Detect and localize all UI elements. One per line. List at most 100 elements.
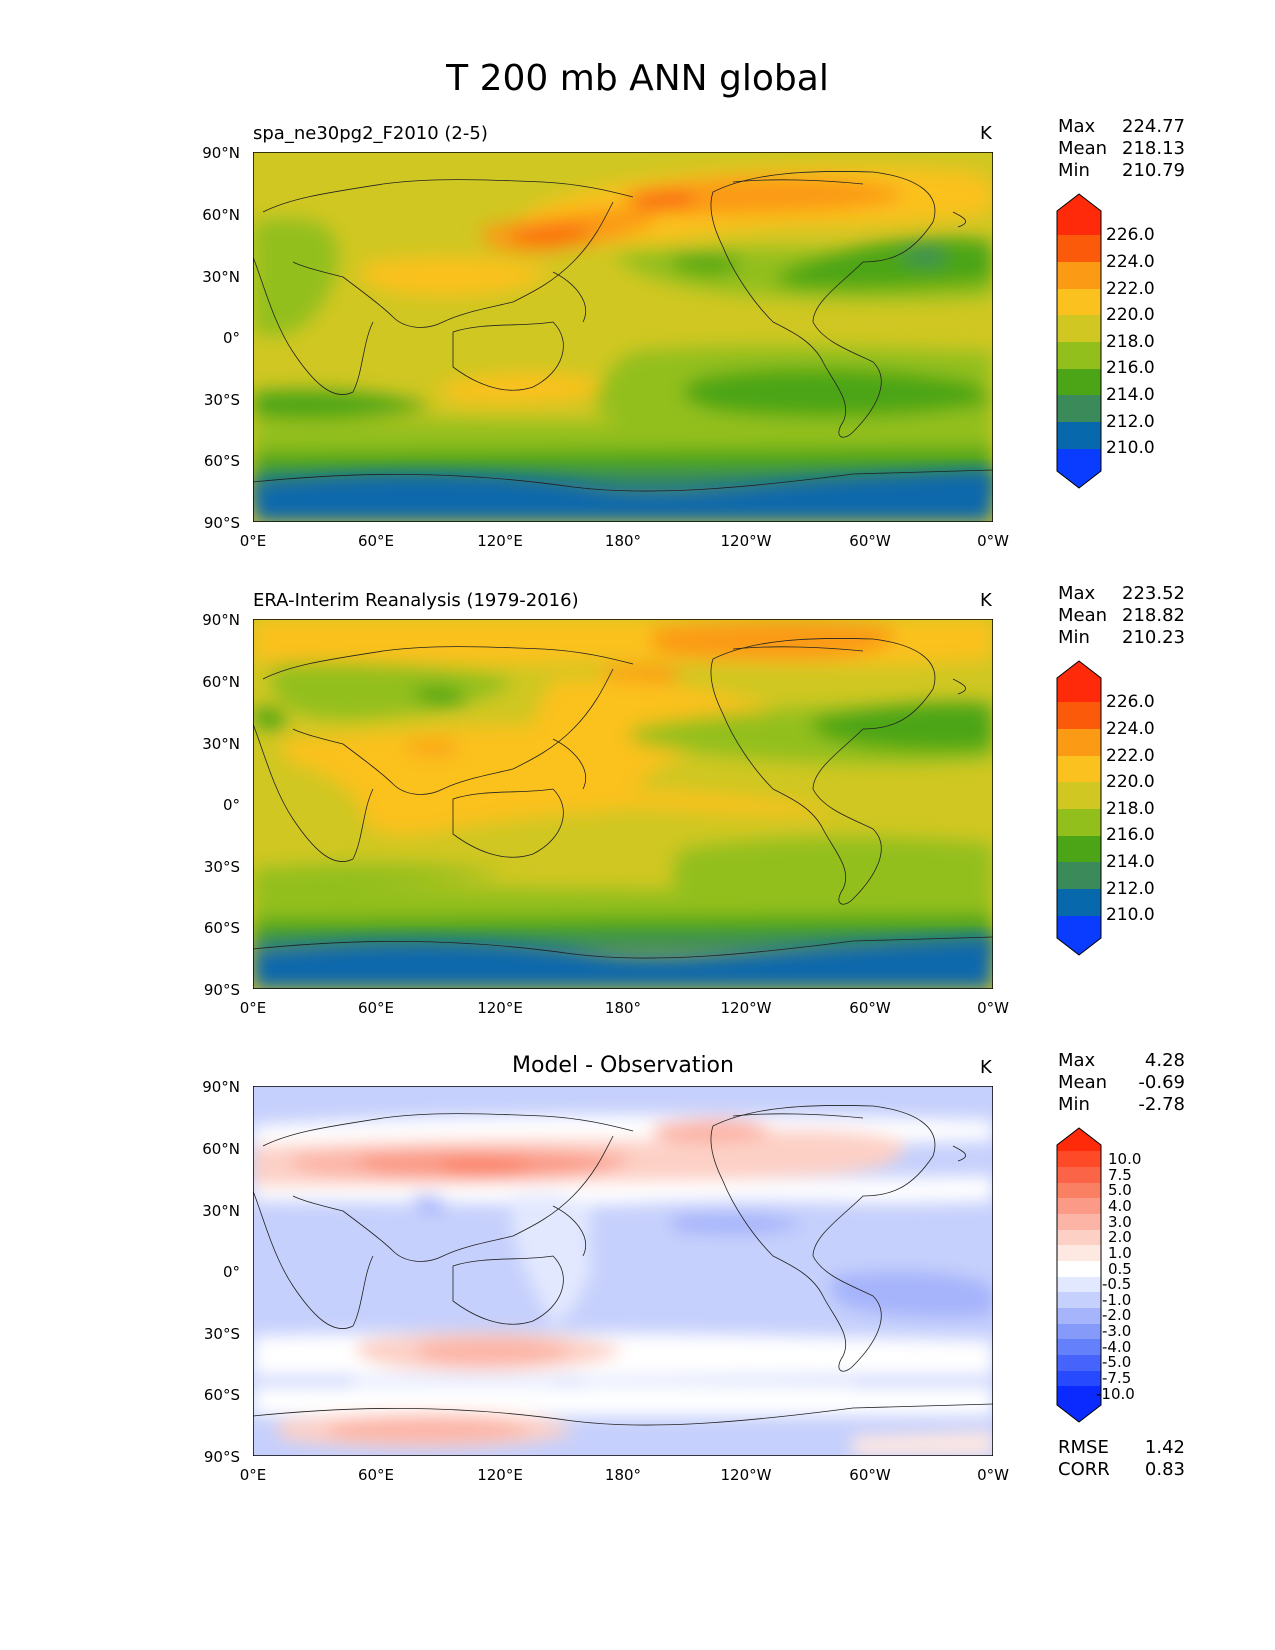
colorbar-label: 3.0 bbox=[1108, 1213, 1132, 1231]
stat-mean: -0.69 bbox=[1138, 1072, 1185, 1093]
colorbar-label: 226.0 bbox=[1106, 692, 1155, 712]
coastlines bbox=[253, 1105, 993, 1426]
map-model bbox=[253, 152, 993, 522]
coastlines bbox=[253, 171, 993, 492]
lat-tick: 90°N bbox=[202, 1078, 240, 1096]
lon-tick: 0°E bbox=[239, 999, 267, 1017]
colorbar-label: 218.0 bbox=[1106, 332, 1155, 352]
stats-box: Max 224.77 Mean 218.13 Min 210.79 bbox=[1058, 116, 1185, 182]
lat-tick: 30°N bbox=[202, 735, 240, 753]
map-difference bbox=[253, 1086, 993, 1456]
stat-min: 210.23 bbox=[1122, 627, 1185, 648]
lat-tick: 60°S bbox=[203, 452, 240, 470]
colorbar-label: -2.0 bbox=[1102, 1306, 1132, 1324]
colorbar-label: -7.5 bbox=[1102, 1369, 1132, 1387]
panel-title: Model - Observation bbox=[512, 1053, 734, 1078]
colorbar-label: 224.0 bbox=[1106, 719, 1155, 739]
lon-tick: 60°E bbox=[357, 1466, 395, 1484]
lat-tick: 90°N bbox=[202, 611, 240, 629]
lat-tick: 60°N bbox=[202, 1140, 240, 1158]
lon-tick: 60°E bbox=[357, 532, 395, 550]
lat-tick: 0° bbox=[222, 329, 240, 347]
colorbar-label: 5.0 bbox=[1108, 1181, 1132, 1199]
lat-tick: 60°N bbox=[202, 206, 240, 224]
colorbar-label: 212.0 bbox=[1106, 879, 1155, 899]
lon-tick: 120°E bbox=[477, 532, 523, 550]
lon-tick: 60°W bbox=[849, 1466, 891, 1484]
lat-tick: 90°S bbox=[203, 981, 240, 999]
colorbar-label: -1.0 bbox=[1102, 1291, 1132, 1309]
panel-title: ERA-Interim Reanalysis (1979-2016) bbox=[253, 590, 579, 611]
lat-tick: 30°S bbox=[203, 391, 240, 409]
metrics-box: RMSE 1.42 CORR 0.83 bbox=[1058, 1437, 1185, 1481]
lon-tick: 120°E bbox=[477, 1466, 523, 1484]
stat-max: 223.52 bbox=[1122, 583, 1185, 604]
colorbar-label: 226.0 bbox=[1106, 225, 1155, 245]
colorbar-label: -10.0 bbox=[1096, 1385, 1135, 1403]
stat-label: Mean bbox=[1058, 1072, 1108, 1093]
lon-tick: 120°W bbox=[720, 1466, 772, 1484]
units-label: K bbox=[980, 590, 992, 611]
colorbar-label: 220.0 bbox=[1106, 305, 1155, 325]
colorbar-label: 218.0 bbox=[1106, 799, 1155, 819]
metric-label: CORR bbox=[1058, 1459, 1110, 1480]
stat-label: Mean bbox=[1058, 138, 1108, 159]
lat-tick: 60°S bbox=[203, 919, 240, 937]
lon-tick: 0°E bbox=[239, 1466, 267, 1484]
lon-tick: 120°E bbox=[477, 999, 523, 1017]
stat-min: 210.79 bbox=[1122, 160, 1185, 181]
colorbar-label: -0.5 bbox=[1102, 1275, 1132, 1293]
colorbar-label: 214.0 bbox=[1106, 385, 1155, 405]
colorbar-label: 216.0 bbox=[1106, 358, 1155, 378]
coastlines bbox=[253, 638, 993, 959]
colorbar-label: 214.0 bbox=[1106, 852, 1155, 872]
colorbar-label: 1.0 bbox=[1108, 1244, 1132, 1262]
colorbar-label: 212.0 bbox=[1106, 412, 1155, 432]
colorbar-label: 0.5 bbox=[1108, 1260, 1132, 1278]
stat-max: 4.28 bbox=[1144, 1050, 1185, 1071]
lon-tick: 60°W bbox=[849, 532, 891, 550]
stat-label: Mean bbox=[1058, 605, 1108, 626]
colorbar-label: -3.0 bbox=[1102, 1322, 1132, 1340]
stat-label: Min bbox=[1058, 160, 1090, 181]
stat-mean: 218.82 bbox=[1122, 605, 1185, 626]
stat-label: Max bbox=[1058, 1050, 1096, 1071]
lon-tick: 120°W bbox=[720, 532, 772, 550]
lat-tick: 30°S bbox=[203, 1325, 240, 1343]
colorbar-label: 210.0 bbox=[1106, 438, 1155, 458]
lat-tick: 90°S bbox=[203, 1448, 240, 1466]
colorbar-label: -4.0 bbox=[1102, 1338, 1132, 1356]
stat-max: 224.77 bbox=[1122, 116, 1185, 137]
metric-label: RMSE bbox=[1058, 1437, 1109, 1458]
colorbar-label: 220.0 bbox=[1106, 772, 1155, 792]
lon-tick: 60°W bbox=[849, 999, 891, 1017]
lon-tick: 0°E bbox=[239, 532, 267, 550]
colorbar-label: 210.0 bbox=[1106, 905, 1155, 925]
lat-tick: 30°N bbox=[202, 1202, 240, 1220]
colorbar-label: 7.5 bbox=[1108, 1166, 1132, 1184]
metric-corr: 0.83 bbox=[1144, 1459, 1185, 1480]
colorbar-label: 10.0 bbox=[1108, 1150, 1142, 1168]
colorbar-label: -5.0 bbox=[1102, 1353, 1132, 1371]
lon-tick: 180° bbox=[604, 1466, 642, 1484]
stat-min: -2.78 bbox=[1138, 1094, 1185, 1115]
colorbar bbox=[1056, 1127, 1102, 1423]
colorbar-label: 224.0 bbox=[1106, 252, 1155, 272]
lat-tick: 60°N bbox=[202, 673, 240, 691]
lat-tick: 60°S bbox=[203, 1386, 240, 1404]
lon-tick: 180° bbox=[604, 999, 642, 1017]
lon-tick: 0°W bbox=[977, 999, 1009, 1017]
colorbar-label: 216.0 bbox=[1106, 825, 1155, 845]
stat-label: Max bbox=[1058, 583, 1096, 604]
lon-tick: 0°W bbox=[977, 532, 1009, 550]
stat-label: Min bbox=[1058, 627, 1090, 648]
stats-box: Max 223.52 Mean 218.82 Min 210.23 bbox=[1058, 583, 1185, 649]
colorbar-label: 222.0 bbox=[1106, 746, 1155, 766]
stats-box: Max 4.28 Mean -0.69 Min -2.78 bbox=[1058, 1050, 1185, 1116]
units-label: K bbox=[980, 123, 992, 144]
lon-tick: 0°W bbox=[977, 1466, 1009, 1484]
colorbar bbox=[1056, 193, 1102, 489]
lat-tick: 30°N bbox=[202, 268, 240, 286]
colorbar bbox=[1056, 660, 1102, 956]
metric-rmse: 1.42 bbox=[1144, 1437, 1185, 1458]
